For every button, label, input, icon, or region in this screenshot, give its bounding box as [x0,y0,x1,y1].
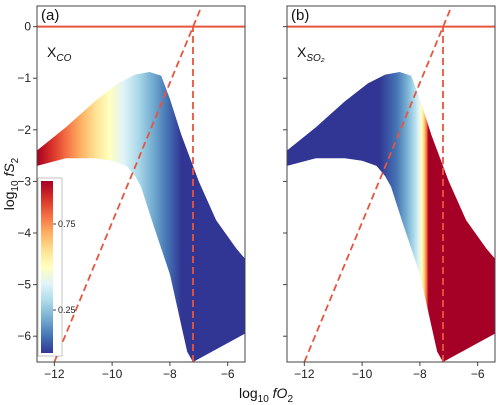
x-tick-label: −6 [471,367,485,381]
x-tick-label: −12 [294,367,315,381]
x-tick-label: −8 [413,367,427,381]
x-tick-label: −6 [221,367,235,381]
x-tick-label: −10 [352,367,373,381]
x-axis-label: log10 fO2 [239,385,293,405]
panel-b-color-region [287,72,495,362]
panel-a: (a) XCO −12 −10 −8 −6 0 −1 −2 −3 −4 −5 −6 0.75 0.2… [17,5,246,381]
panel-b-label: (b) [291,7,309,24]
panel-a-x-ticks: −12 −10 −8 −6 [44,362,235,381]
panel-b-frame [286,5,496,363]
panel-a-frame [36,5,246,363]
colorbar-tick-label: 0.75 [58,219,76,229]
colorbar-tick-label: 0.25 [58,305,76,315]
y-tick-label: −2 [17,123,31,137]
panel-b-variable-label: XSO₂ [297,44,325,64]
y-axis-label: log10 fS2 [1,157,21,210]
colorbar-bar [41,181,53,353]
panel-a-diagonal-dashed-line [53,6,203,362]
y-tick-label: −5 [17,278,31,292]
y-tick-label: −3 [17,174,31,188]
panel-b-x-ticks: −12 −10 −8 −6 [283,26,485,381]
y-tick-label: −1 [17,71,31,85]
panel-a-y-ticks: 0 −1 −2 −3 −4 −5 −6 [17,20,37,343]
x-tick-label: −8 [163,367,177,381]
y-tick-label: −6 [17,329,31,343]
panel-a-label: (a) [41,7,59,24]
x-tick-label: −12 [44,367,65,381]
x-tick-label: −10 [102,367,123,381]
panel-a-variable-label: XCO [47,44,72,64]
colorbar: 0.75 0.25 [37,177,76,357]
panel-b-diagonal-dashed-line [303,6,453,362]
panel-a-color-region [37,72,245,362]
panel-b: (b) XSO₂ −12 −10 −8 −6 [283,5,496,381]
colorbar-ticks: 0.75 0.25 [53,219,76,315]
y-tick-label: −4 [17,226,31,240]
y-tick-label: 0 [24,20,31,34]
